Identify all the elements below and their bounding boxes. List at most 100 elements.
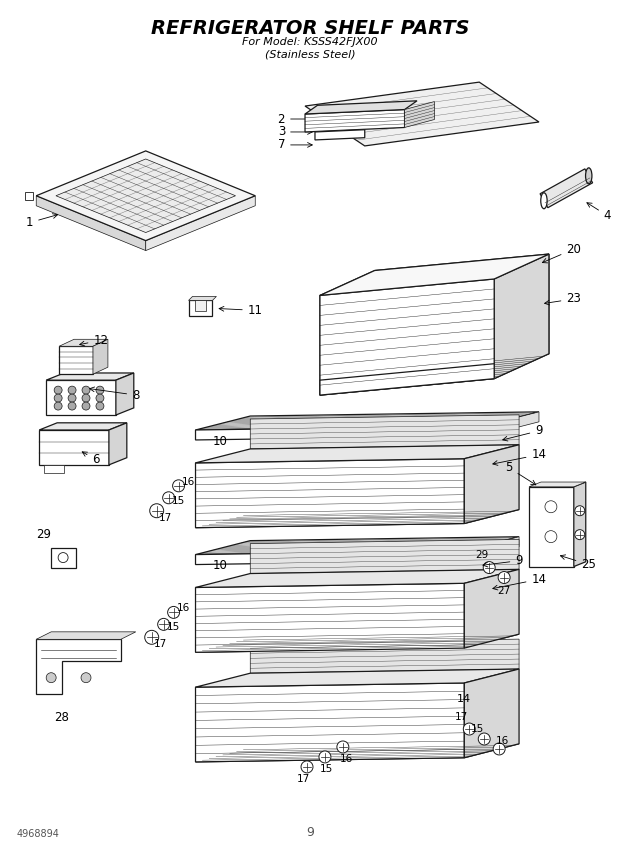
Circle shape — [301, 761, 313, 773]
Polygon shape — [464, 569, 519, 648]
Polygon shape — [39, 423, 127, 430]
Text: 16: 16 — [177, 603, 190, 614]
Polygon shape — [320, 279, 494, 395]
Polygon shape — [36, 196, 146, 251]
Polygon shape — [39, 430, 109, 465]
Polygon shape — [540, 169, 593, 208]
Text: 14: 14 — [457, 694, 471, 704]
Polygon shape — [320, 254, 549, 295]
Polygon shape — [320, 354, 549, 395]
Polygon shape — [93, 339, 108, 374]
Polygon shape — [195, 634, 519, 652]
Circle shape — [575, 530, 585, 539]
Polygon shape — [250, 539, 519, 574]
Circle shape — [149, 503, 164, 518]
Polygon shape — [250, 415, 519, 449]
Text: 23: 23 — [544, 293, 582, 306]
Polygon shape — [484, 412, 539, 436]
Circle shape — [68, 394, 76, 402]
Polygon shape — [195, 669, 519, 687]
Polygon shape — [305, 82, 539, 146]
Polygon shape — [195, 459, 464, 527]
Polygon shape — [195, 445, 519, 463]
Circle shape — [58, 553, 68, 562]
Polygon shape — [574, 482, 586, 567]
Text: 10: 10 — [213, 436, 228, 449]
Text: 6: 6 — [82, 452, 100, 467]
Text: 27: 27 — [497, 586, 511, 597]
Text: 17: 17 — [159, 513, 172, 523]
Polygon shape — [44, 465, 64, 473]
Circle shape — [68, 402, 76, 410]
Polygon shape — [494, 254, 549, 378]
Polygon shape — [51, 548, 76, 568]
Circle shape — [478, 733, 490, 745]
Text: 7: 7 — [278, 139, 312, 152]
Circle shape — [319, 751, 331, 763]
Polygon shape — [195, 412, 539, 430]
Text: 14: 14 — [493, 573, 546, 590]
Polygon shape — [46, 380, 116, 415]
Text: 5: 5 — [505, 461, 536, 484]
Circle shape — [545, 501, 557, 513]
Circle shape — [483, 562, 495, 574]
Polygon shape — [305, 110, 405, 132]
Text: 15: 15 — [321, 764, 334, 774]
Circle shape — [172, 480, 185, 492]
Circle shape — [167, 606, 180, 618]
Circle shape — [162, 492, 175, 503]
Text: 11: 11 — [219, 304, 263, 317]
Polygon shape — [320, 364, 494, 395]
Polygon shape — [146, 196, 255, 251]
Polygon shape — [36, 639, 121, 694]
Polygon shape — [320, 270, 374, 395]
Circle shape — [157, 618, 170, 630]
Circle shape — [493, 743, 505, 755]
Text: 9: 9 — [306, 826, 314, 839]
Polygon shape — [195, 550, 464, 565]
Text: 15: 15 — [471, 724, 484, 734]
Text: 20: 20 — [542, 242, 582, 263]
Circle shape — [54, 394, 62, 402]
Polygon shape — [529, 482, 586, 487]
Circle shape — [46, 673, 56, 683]
Polygon shape — [529, 487, 574, 567]
Circle shape — [96, 394, 104, 402]
Polygon shape — [188, 300, 213, 317]
Polygon shape — [46, 373, 134, 380]
Text: 2: 2 — [278, 112, 316, 126]
Polygon shape — [59, 339, 108, 347]
Text: 29: 29 — [476, 550, 489, 560]
Circle shape — [81, 673, 91, 683]
Text: 10: 10 — [213, 559, 228, 572]
Ellipse shape — [541, 193, 547, 209]
Text: 15: 15 — [172, 496, 185, 506]
Text: 16: 16 — [340, 754, 353, 764]
Text: For Model: KSSS42FJX00: For Model: KSSS42FJX00 — [242, 38, 378, 47]
Circle shape — [82, 386, 90, 394]
Polygon shape — [56, 159, 236, 233]
Text: 17: 17 — [296, 774, 309, 784]
Circle shape — [54, 386, 62, 394]
Text: (Stainless Steel): (Stainless Steel) — [265, 50, 355, 59]
Text: 29: 29 — [36, 528, 51, 541]
Polygon shape — [59, 347, 93, 374]
Text: 3: 3 — [278, 126, 312, 139]
Polygon shape — [195, 509, 519, 527]
Text: 16: 16 — [182, 477, 195, 487]
Text: 17: 17 — [454, 712, 468, 722]
Polygon shape — [195, 583, 464, 652]
Polygon shape — [195, 683, 464, 762]
Text: 8: 8 — [90, 387, 140, 401]
Text: 25: 25 — [560, 555, 596, 571]
Circle shape — [96, 386, 104, 394]
Polygon shape — [315, 130, 365, 140]
Text: 14: 14 — [493, 449, 546, 466]
Text: 28: 28 — [54, 710, 69, 723]
Polygon shape — [405, 102, 435, 128]
Circle shape — [498, 572, 510, 584]
Text: 15: 15 — [167, 622, 180, 633]
Circle shape — [82, 402, 90, 410]
Text: REFRIGERATOR SHELF PARTS: REFRIGERATOR SHELF PARTS — [151, 20, 469, 39]
Text: 9: 9 — [503, 425, 542, 441]
